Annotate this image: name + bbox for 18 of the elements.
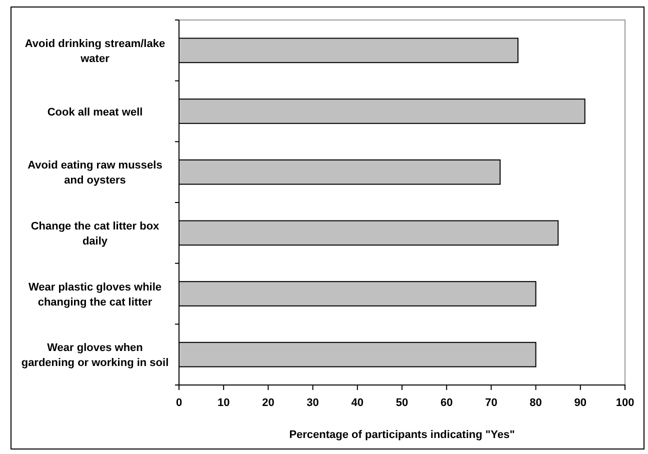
y-tick-label: Wear gloves when gardening or working in soil [21, 342, 169, 370]
y-tick-label: Change the cat litter box daily [30, 220, 160, 248]
x-tick-label: 50 [396, 396, 408, 409]
y-tick-label: Cook all meat well [47, 106, 143, 118]
x-tick-label: 20 [262, 396, 274, 409]
x-tick-label: 30 [306, 396, 319, 409]
x-tick-label: 60 [440, 396, 453, 409]
x-tick-label: 100 [616, 396, 634, 409]
x-tick-label: 90 [574, 396, 587, 409]
y-tick-label: Avoid eating raw mussels and oysters [28, 160, 162, 187]
x-tick-label: 0 [176, 396, 182, 409]
x-axis-title: Percentage of participants indicating "Yes" [289, 429, 515, 441]
x-tick-label: 40 [351, 396, 364, 409]
x-tick-label: 70 [485, 396, 498, 409]
x-tick-label: 10 [217, 396, 230, 409]
y-tick-label: Avoid drinking stream/lake water [24, 38, 166, 65]
x-tick-label: 80 [530, 396, 542, 409]
y-tick-label: Wear plastic gloves while changing the cat litter [28, 281, 162, 308]
